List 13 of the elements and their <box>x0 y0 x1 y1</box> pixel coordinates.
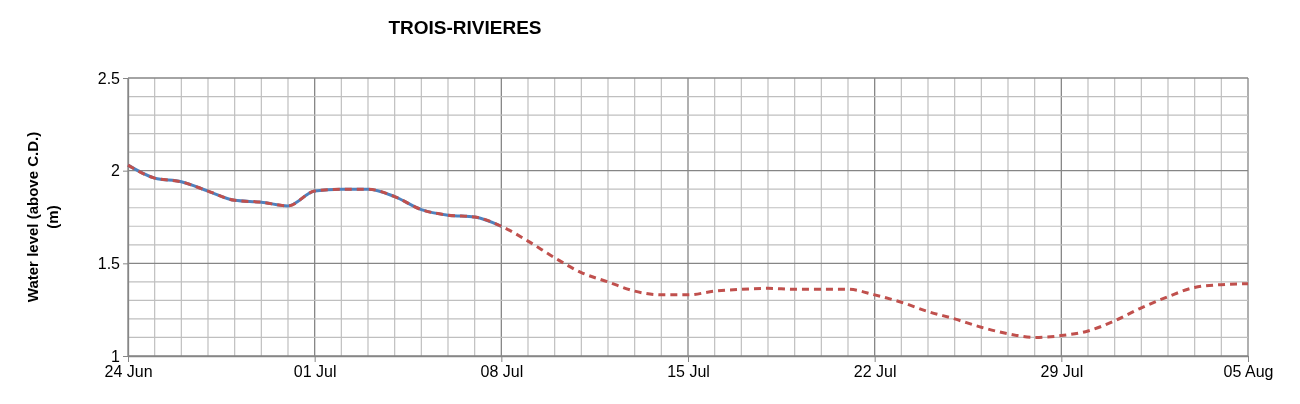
y-tick-label: 1.5 <box>97 254 121 272</box>
y-tick-label: 1 <box>111 347 121 365</box>
x-tick-label: 15 Jul <box>667 363 710 381</box>
x-tick-label: 22 Jul <box>853 363 897 381</box>
y-axis-title: Water level (above C.D.) (m) <box>24 131 61 303</box>
chart-title: TROIS-RIVIERES <box>388 17 542 38</box>
x-tick-label: 01 Jul <box>293 363 337 381</box>
x-tick-label: 08 Jul <box>480 363 524 381</box>
y-tick-label: 2 <box>111 162 121 180</box>
x-tick-label: 29 Jul <box>1040 363 1084 381</box>
x-tick-label: 24 Jun <box>104 363 153 381</box>
x-tick-label: 05 Aug <box>1223 363 1274 381</box>
y-tick-label: 2.5 <box>97 69 121 87</box>
